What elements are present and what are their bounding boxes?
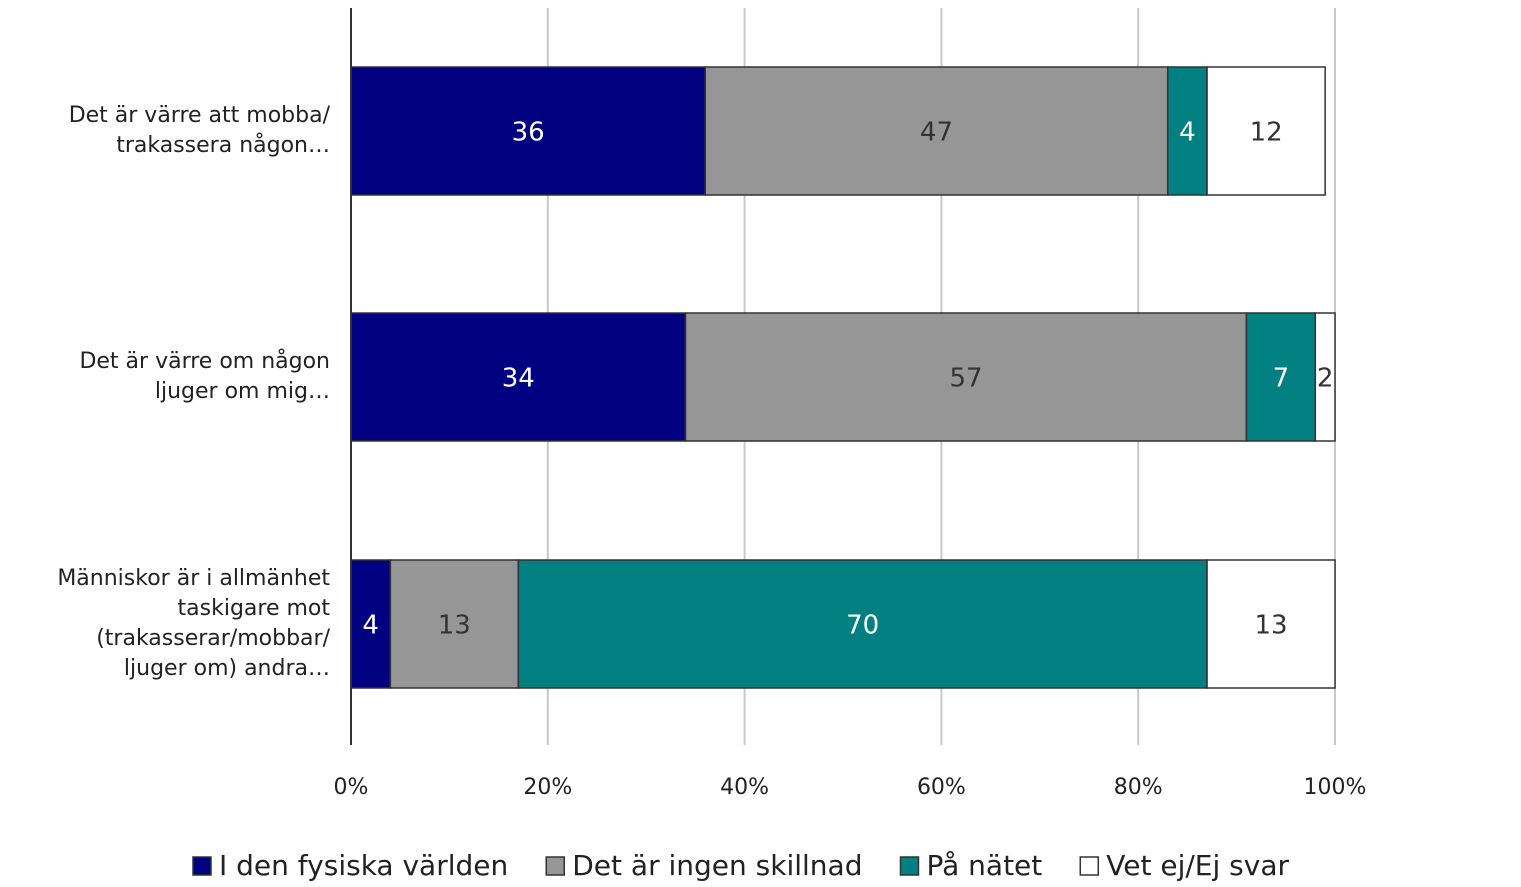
value-label: 34 — [502, 364, 535, 394]
value-label: 4 — [1179, 118, 1196, 148]
legend-label: Vet ej/Ej svar — [1106, 849, 1289, 882]
legend-label: Det är ingen skillnad — [572, 849, 862, 882]
bar-segment — [1206, 66, 1326, 196]
legend-label: På nätet — [926, 849, 1042, 882]
bar-segment — [1245, 312, 1317, 442]
bar-segment — [350, 66, 706, 196]
value-label: 2 — [1317, 364, 1334, 394]
x-tick-label: 0% — [334, 775, 369, 800]
value-label: 7 — [1273, 364, 1290, 394]
value-label: 70 — [846, 611, 879, 641]
x-tick-label: 60% — [917, 775, 966, 800]
category-label: Det är värre att mobba/trakassera någon… — [69, 103, 331, 158]
value-label: 4 — [362, 611, 379, 641]
bar-segment — [684, 312, 1248, 442]
legend-label: I den fysiska världen — [219, 849, 508, 882]
value-label: 12 — [1250, 118, 1283, 148]
value-label: 13 — [438, 611, 471, 641]
bar-segment — [1166, 66, 1208, 196]
legend-swatch — [192, 856, 212, 876]
category-label: Människor är i allmänhet taskigare mot (tr… — [57, 566, 330, 681]
bar-segment — [350, 559, 392, 689]
value-label: 47 — [920, 118, 953, 148]
legend-swatch — [1079, 856, 1100, 876]
x-tick-label: 80% — [1114, 775, 1163, 800]
bar-segment — [704, 66, 1169, 196]
value-label: 36 — [512, 118, 545, 148]
value-label: 57 — [949, 364, 982, 394]
legend-swatch — [545, 856, 565, 876]
x-tick-label: 40% — [720, 775, 769, 800]
category-label: Det är värre om någon ljuger om mig… — [79, 348, 330, 404]
x-tick-label: 20% — [523, 775, 572, 800]
bar-segment — [1206, 559, 1336, 689]
bar-segment — [389, 559, 520, 689]
x-tick-label: 100% — [1304, 775, 1367, 800]
bar-segment — [1314, 312, 1336, 442]
legend-swatch — [899, 856, 920, 876]
value-label: 13 — [1254, 611, 1287, 641]
bar-segment — [350, 312, 687, 442]
